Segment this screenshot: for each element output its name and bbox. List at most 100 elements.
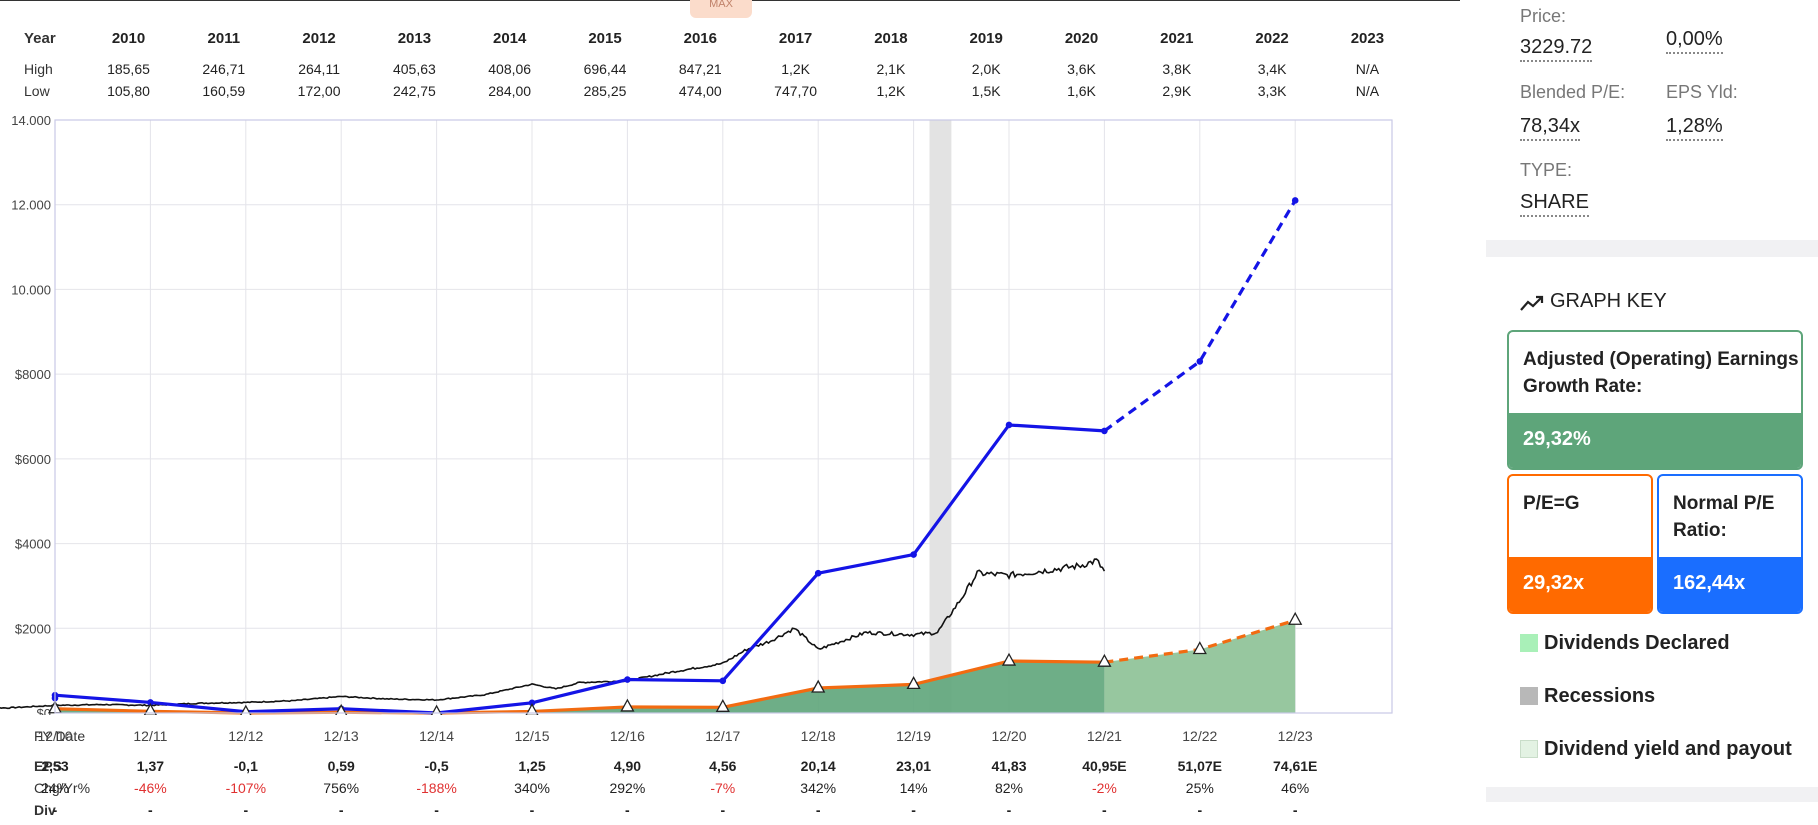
high-cell: 3,4K xyxy=(1257,61,1287,77)
chg-cell: -188% xyxy=(416,780,457,796)
high-cell: 2,0K xyxy=(971,61,1001,77)
gutter xyxy=(1460,0,1486,825)
price-value[interactable]: 3229.72 xyxy=(1520,36,1593,62)
year-cell: 2019 xyxy=(969,30,1003,47)
fy-date-cell: 12/10 xyxy=(37,728,73,744)
high-cell: 405,63 xyxy=(392,61,436,77)
eps-cell: 41,83 xyxy=(991,758,1027,774)
div-cell: - xyxy=(1197,802,1203,818)
chg-cell: 756% xyxy=(323,780,360,796)
div-row: Div - - - - - - - - - - - - - - xyxy=(0,802,1460,822)
chg-cell: -7% xyxy=(710,780,736,796)
earnings-marker xyxy=(1288,611,1303,625)
high-cell: 3,6K xyxy=(1067,61,1096,77)
low-cell: 242,75 xyxy=(392,83,436,99)
type-value[interactable]: SHARE xyxy=(1520,191,1589,217)
earnings-growth-title: Adjusted (Operating) Earnings Growth Rat… xyxy=(1523,349,1799,397)
fy-date-cell: 12/17 xyxy=(705,728,741,744)
high-label: High xyxy=(24,61,53,77)
price-card xyxy=(1486,0,1818,240)
year-cell: 2012 xyxy=(302,30,336,47)
high-cell: 847,21 xyxy=(678,61,722,77)
y-tick-label: $8000 xyxy=(15,367,51,382)
dividends-area-actual xyxy=(55,661,1105,713)
normal-pe-point xyxy=(1101,427,1108,435)
eps-table: FY Date 12/10 12/11 12/12 12/13 12/14 12/15 12… xyxy=(0,728,1460,825)
pe-g-band: 29,32x xyxy=(1509,557,1651,612)
year-cell: 2010 xyxy=(111,30,146,47)
trend-line-icon xyxy=(1520,295,1544,311)
normal-pe-point xyxy=(1005,421,1013,429)
earnings-marker xyxy=(525,703,539,715)
high-low-table: Year 2010 2011 2012 2013 2014 2015 2016 2017 201… xyxy=(0,26,1460,106)
div-cell: - xyxy=(148,802,153,818)
high-cell: 2,1K xyxy=(876,61,906,77)
legend-recessions-label: Recessions xyxy=(1544,685,1656,707)
max-range-tab[interactable]: MAX xyxy=(690,0,752,18)
normal-pe-line-estimate xyxy=(1103,199,1297,433)
fast-graph-chart: 14.000 12.000 10.000 $8000 $6000 $4000 $2000 $0 xyxy=(0,113,1393,715)
div-cell: - xyxy=(243,802,249,818)
high-cell: 696,44 xyxy=(583,61,627,77)
low-cell: 284,00 xyxy=(488,83,532,99)
change-value[interactable]: 0,00% xyxy=(1666,28,1723,54)
normal-pe-point xyxy=(719,677,727,685)
low-cell: 747,70 xyxy=(774,83,817,99)
year-cell: 2021 xyxy=(1160,30,1194,47)
y-tick-label: $0 xyxy=(37,706,51,715)
normal-pe-title: Normal P/E Ratio: xyxy=(1673,493,1775,541)
year-cell: 2013 xyxy=(397,30,432,47)
normal-pe-box[interactable]: Normal P/E Ratio: 162,44x xyxy=(1657,474,1803,614)
low-cell: 160,59 xyxy=(202,83,246,99)
div-label: Div xyxy=(34,802,56,818)
div-cell: - xyxy=(1006,802,1012,818)
earnings-growth-box[interactable]: Adjusted (Operating) Earnings Growth Rat… xyxy=(1507,330,1803,470)
earnings-marker xyxy=(143,702,157,715)
eps-yld-value[interactable]: 1,28% xyxy=(1666,115,1723,141)
y-tick-label: 10.000 xyxy=(11,282,51,297)
low-cell: N/A xyxy=(1355,83,1380,99)
dividends-swatch xyxy=(1520,634,1538,652)
high-cell: 1,2K xyxy=(781,61,810,77)
fy-date-cell: 12/22 xyxy=(1182,728,1218,744)
year-cell: 2014 xyxy=(493,30,527,47)
chg-cell: -2% xyxy=(1091,780,1117,796)
blended-pe-value[interactable]: 78,34x xyxy=(1520,115,1581,141)
year-cell: 2015 xyxy=(588,30,622,47)
pe-g-title: P/E=G xyxy=(1523,493,1580,514)
eps-cell: 23,01 xyxy=(896,758,932,774)
fy-date-label: FY Date xyxy=(34,728,86,744)
earnings-marker xyxy=(1097,653,1112,667)
low-cell: 172,00 xyxy=(297,83,341,99)
eps-cell: 40,95E xyxy=(1082,758,1127,774)
year-row: Year 2010 2011 2012 2013 2014 2015 2016 2017 201… xyxy=(0,30,1460,50)
eps-cell: 1,37 xyxy=(136,758,165,774)
year-label: Year xyxy=(24,30,56,47)
pe-g-value: 29,32x xyxy=(1523,572,1585,594)
eps-cell: 4,90 xyxy=(613,758,642,774)
chg-cell: 342% xyxy=(800,780,837,796)
pe-g-box[interactable]: P/E=G 29,32x xyxy=(1507,474,1653,614)
y-tick-label: $6000 xyxy=(15,452,51,467)
div-cell: - xyxy=(625,802,630,818)
earnings-marker xyxy=(1192,641,1207,655)
high-cell: 264,11 xyxy=(298,61,340,77)
normal-pe-point xyxy=(147,699,154,706)
dividends-area-estimate xyxy=(1104,620,1296,713)
high-cell: 185,65 xyxy=(107,61,150,77)
y-tick-label: 14.000 xyxy=(11,113,51,128)
chg-cell: -46% xyxy=(134,780,167,796)
chg-cell: 25% xyxy=(1185,780,1214,796)
earnings-marker xyxy=(430,704,443,715)
price-line xyxy=(0,558,1106,710)
div-cell: - xyxy=(1102,802,1107,818)
earnings-marker xyxy=(1001,652,1017,666)
earnings-marker xyxy=(811,679,826,693)
year-cell: 2018 xyxy=(874,30,908,47)
chg-label: Chg/Yr% xyxy=(34,780,91,796)
price-label: Price: xyxy=(1520,6,1567,26)
eps-cell: 2,53 xyxy=(41,758,69,774)
high-cell: 246,71 xyxy=(202,61,246,77)
normal-pe-point xyxy=(814,569,822,577)
y-tick-label: $4000 xyxy=(15,537,51,552)
